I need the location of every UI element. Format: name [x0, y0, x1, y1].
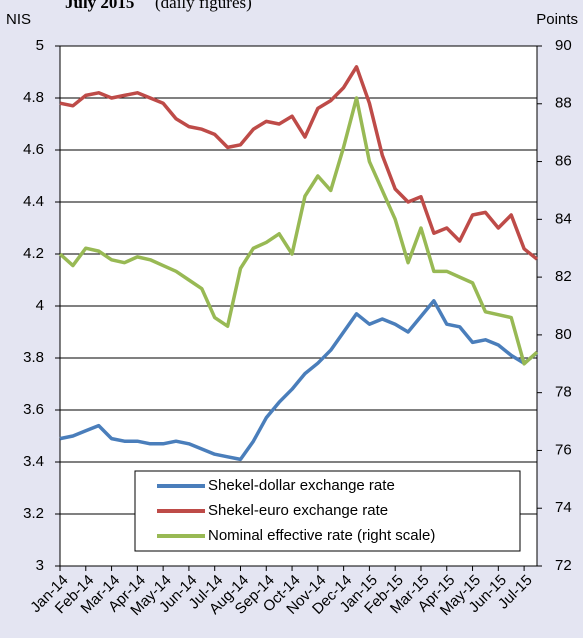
y-tick-label: 3.4 [23, 453, 44, 470]
chart-title: July 2015 [65, 0, 134, 12]
y-tick-label: 4.8 [23, 89, 44, 106]
y-tick-label: 3 [36, 557, 44, 574]
y2-axis-label: Points [536, 11, 578, 28]
line-series [58, 96, 539, 366]
legend-label: Shekel-euro exchange rate [208, 502, 388, 519]
y-tick-label: 4.4 [23, 193, 44, 210]
line-series [59, 299, 539, 462]
y-tick-label: 3.8 [23, 349, 44, 366]
y2-tick-label: 78 [555, 384, 572, 401]
y-tick-label: 5 [36, 37, 44, 54]
y2-tick-label: 88 [555, 95, 572, 112]
y2-tick-label: 80 [555, 326, 572, 343]
y2-tick-label: 84 [555, 210, 572, 227]
y-tick-label: 4.6 [23, 141, 44, 158]
line-series [59, 65, 539, 261]
y-tick-label: 4.2 [23, 245, 44, 262]
y-tick-label: 3.6 [23, 401, 44, 418]
y2-tick-label: 86 [555, 153, 572, 170]
legend-label: Nominal effective rate (right scale) [208, 527, 435, 544]
y2-tick-label: 82 [555, 268, 572, 285]
legend-label: Shekel-dollar exchange rate [208, 477, 395, 494]
y-axis-label: NIS [6, 11, 31, 28]
y-tick-label: 3.2 [23, 505, 44, 522]
y2-tick-label: 76 [555, 441, 572, 458]
y-tick-label: 4 [36, 297, 44, 314]
y2-tick-label: 72 [555, 557, 572, 574]
y2-tick-label: 90 [555, 37, 572, 54]
y2-tick-label: 74 [555, 499, 572, 516]
chart-subtitle: (daily figures) [155, 0, 252, 12]
